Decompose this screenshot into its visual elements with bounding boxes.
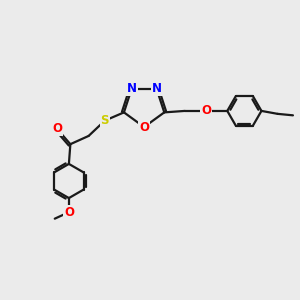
Text: N: N (127, 82, 137, 95)
Text: O: O (201, 104, 211, 117)
Text: N: N (152, 82, 162, 95)
Text: S: S (100, 114, 109, 127)
Text: O: O (64, 206, 74, 219)
Text: O: O (52, 122, 62, 135)
Text: O: O (139, 121, 149, 134)
